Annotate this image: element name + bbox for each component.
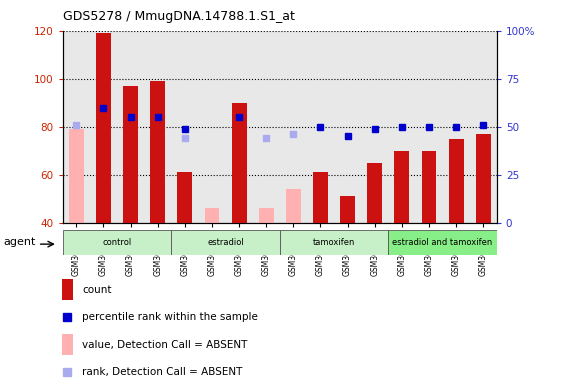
Bar: [150, 81, 165, 223]
Bar: [204, 208, 219, 223]
Text: estradiol and tamoxifen: estradiol and tamoxifen: [392, 238, 493, 247]
Text: estradiol: estradiol: [207, 238, 244, 247]
Text: GDS5278 / MmugDNA.14788.1.S1_at: GDS5278 / MmugDNA.14788.1.S1_at: [63, 10, 295, 23]
Bar: [62, 334, 73, 355]
Bar: [395, 151, 409, 223]
Bar: [69, 129, 84, 223]
Bar: [96, 33, 111, 223]
Bar: [178, 172, 192, 223]
Bar: [367, 163, 382, 223]
Bar: [449, 139, 464, 223]
FancyBboxPatch shape: [280, 230, 388, 255]
Bar: [123, 86, 138, 223]
Bar: [421, 151, 436, 223]
Bar: [62, 279, 73, 300]
Text: rank, Detection Call = ABSENT: rank, Detection Call = ABSENT: [82, 367, 243, 377]
Text: tamoxifen: tamoxifen: [313, 238, 355, 247]
Text: agent: agent: [3, 237, 35, 247]
Bar: [476, 134, 490, 223]
Text: control: control: [102, 238, 132, 247]
Text: value, Detection Call = ABSENT: value, Detection Call = ABSENT: [82, 340, 248, 350]
FancyBboxPatch shape: [171, 230, 280, 255]
Bar: [313, 172, 328, 223]
Bar: [232, 103, 247, 223]
FancyBboxPatch shape: [388, 230, 497, 255]
Bar: [286, 189, 301, 223]
Bar: [340, 196, 355, 223]
Text: count: count: [82, 285, 112, 295]
FancyBboxPatch shape: [63, 230, 171, 255]
Text: percentile rank within the sample: percentile rank within the sample: [82, 312, 258, 322]
Bar: [259, 208, 274, 223]
